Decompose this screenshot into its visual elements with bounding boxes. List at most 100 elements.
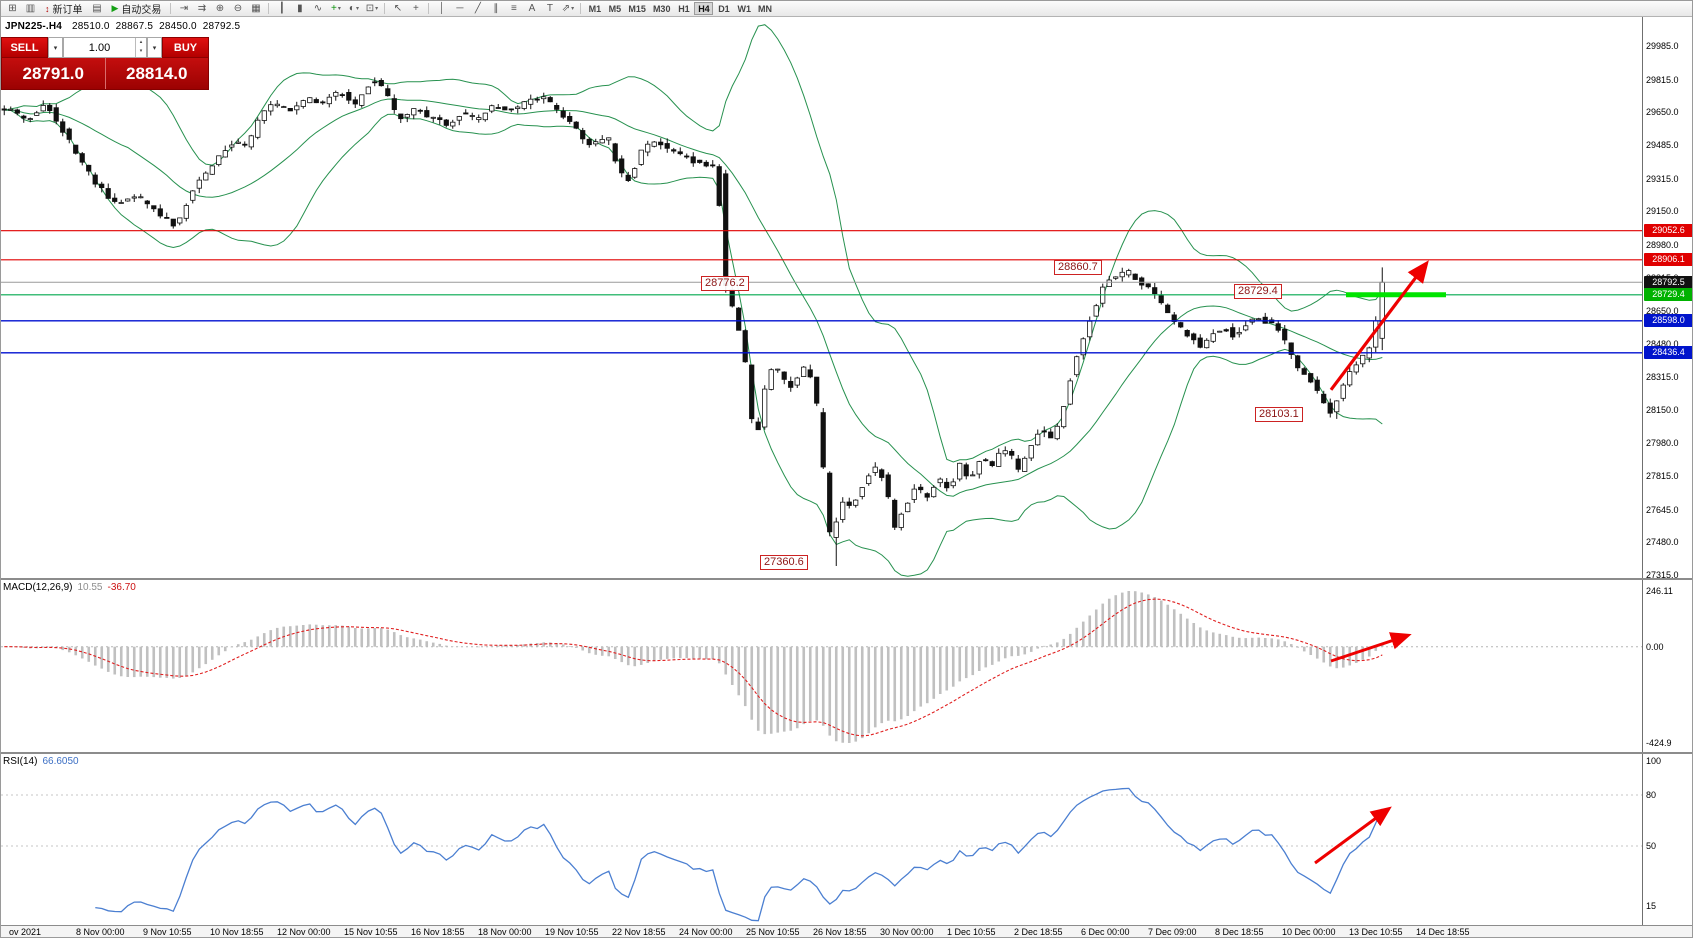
volume-value: 1.00 bbox=[88, 41, 111, 54]
time-axis-label: 18 Nov 00:00 bbox=[478, 927, 532, 937]
price-axis-label: 29485.0 bbox=[1646, 140, 1679, 150]
symbol-ohlc-line: JPN225-.H4 28510.0 28867.5 28450.0 28792.5 bbox=[5, 21, 246, 32]
timeframe-m5[interactable]: M5 bbox=[608, 4, 622, 14]
candlestick-chart-icon[interactable]: ▮ bbox=[297, 2, 303, 14]
volume-stepper[interactable]: ▴ ▾ bbox=[135, 38, 146, 57]
toolbar-separator bbox=[428, 3, 430, 14]
macd-panel-splitter[interactable] bbox=[1, 578, 1692, 580]
profiles-icon[interactable]: ▥ bbox=[25, 2, 36, 14]
sell-options-dropdown[interactable]: ▾ bbox=[48, 37, 63, 58]
price-axis-label: 29985.0 bbox=[1646, 41, 1679, 51]
time-axis[interactable]: ov 2021 8 Nov 00:00 9 Nov 10:55 10 Nov 18:5… bbox=[1, 925, 1692, 937]
cursor-icon[interactable]: ↖ bbox=[393, 2, 403, 14]
price-annotation[interactable]: 27360.6 bbox=[760, 555, 808, 570]
time-axis-label: 10 Dec 00:00 bbox=[1282, 927, 1336, 937]
timeframe-m30[interactable]: M30 bbox=[652, 4, 671, 14]
rsi-axis-label: 80 bbox=[1646, 790, 1657, 800]
timeframe-h1[interactable]: H1 bbox=[678, 4, 690, 14]
text-label-icon[interactable]: T bbox=[546, 2, 553, 14]
zoom-out-icon[interactable]: ⊖ bbox=[233, 2, 243, 14]
chart-objects-overlay: 28776.2 28860.7 28729.4 28103.1 27360.6 bbox=[1, 17, 1642, 579]
indicators-icon[interactable]: + ▾ bbox=[330, 2, 341, 14]
price-axis[interactable]: 29985.0 29815.0 29650.0 29485.0 29315.0 29150… bbox=[1642, 17, 1692, 925]
timeframe-mn[interactable]: MN bbox=[757, 4, 772, 14]
ohlc-low: 28450.0 bbox=[159, 21, 197, 32]
macd-axis-label: 0.00 bbox=[1646, 642, 1664, 652]
price-annotation[interactable]: 28103.1 bbox=[1255, 407, 1303, 422]
buy-button[interactable]: BUY bbox=[162, 37, 209, 58]
bid-price[interactable]: 28791.0 bbox=[2, 58, 106, 89]
ask-price[interactable]: 28814.0 bbox=[126, 63, 188, 83]
timeframe-h4[interactable]: H4 bbox=[694, 2, 714, 15]
toolbar-separator bbox=[384, 3, 386, 14]
templates-icon[interactable]: ⊡ ▾ bbox=[365, 2, 379, 14]
rsi-canvas[interactable] bbox=[1, 753, 1642, 925]
price-annotation[interactable]: 28776.2 bbox=[701, 276, 749, 291]
time-axis-label: 30 Nov 00:00 bbox=[880, 927, 934, 937]
price-axis-label: 27480.0 bbox=[1646, 537, 1679, 547]
tile-windows-icon[interactable]: ▦ bbox=[251, 2, 261, 14]
time-axis-label: 10 Nov 18:55 bbox=[210, 927, 264, 937]
crosshair-icon[interactable]: + bbox=[413, 2, 419, 14]
new-order-button[interactable]: ↕ 新订单 bbox=[45, 3, 83, 17]
time-axis-label: 25 Nov 10:55 bbox=[746, 927, 800, 937]
time-axis-label: 13 Dec 10:55 bbox=[1349, 927, 1403, 937]
autotrading-button[interactable]: ▶ 自动交易 bbox=[111, 3, 162, 16]
auto-scroll-icon[interactable]: ⇉ bbox=[197, 2, 207, 14]
timeframe-w1[interactable]: W1 bbox=[737, 4, 751, 14]
zoom-in-icon[interactable]: ⊕ bbox=[215, 2, 225, 14]
price-chart-canvas[interactable] bbox=[1, 17, 1642, 579]
price-axis-label: 29815.0 bbox=[1646, 75, 1679, 85]
price-axis-label: 28315.0 bbox=[1646, 372, 1679, 382]
price-tag: 28906.1 bbox=[1644, 253, 1692, 266]
time-axis-label: 15 Nov 10:55 bbox=[344, 927, 398, 937]
rsi-label: RSI(14) 66.6050 bbox=[3, 756, 79, 767]
price-axis-label: 28650.0 bbox=[1646, 306, 1679, 316]
new-chart-icon[interactable]: ⊞ bbox=[8, 2, 17, 14]
price-axis-label: 28480.0 bbox=[1646, 339, 1679, 349]
price-axis-label: 27645.0 bbox=[1646, 505, 1679, 515]
buy-options-dropdown[interactable]: ▾ bbox=[147, 37, 162, 58]
horizontal-line-icon[interactable]: ─ bbox=[456, 2, 464, 14]
price-annotation[interactable]: 28860.7 bbox=[1054, 260, 1102, 275]
symbol-name: JPN225-.H4 bbox=[5, 21, 63, 32]
timeframe-m1[interactable]: M1 bbox=[588, 4, 602, 14]
price-tag: 28436.4 bbox=[1644, 346, 1692, 359]
chart-shift-icon[interactable]: ⇥ bbox=[179, 2, 189, 14]
macd-canvas[interactable] bbox=[1, 579, 1642, 753]
rsi-panel-splitter[interactable] bbox=[1, 752, 1692, 754]
price-axis-label: 28150.0 bbox=[1646, 405, 1679, 415]
periods-icon[interactable]: ◐ ▾ bbox=[348, 2, 359, 14]
arrows-tool-icon[interactable]: ⇗ ▾ bbox=[561, 2, 575, 14]
ohlc-high: 28867.5 bbox=[115, 21, 154, 32]
text-icon[interactable]: A bbox=[528, 2, 536, 14]
price-tag: 28598.0 bbox=[1644, 314, 1692, 327]
market-watch-icon[interactable]: ▤ bbox=[92, 2, 102, 14]
one-click-trade-panel: SELL ▾ 1.00 ▴ ▾ ▾ BUY 28791.0 28814.0 bbox=[1, 37, 209, 90]
spin-down-icon[interactable]: ▾ bbox=[139, 48, 143, 54]
volume-input[interactable]: 1.00 ▴ ▾ bbox=[63, 37, 147, 58]
spin-up-icon[interactable]: ▴ bbox=[139, 39, 143, 45]
equidistant-channel-icon[interactable]: ∥ bbox=[493, 2, 499, 14]
rsi-axis-label: 15 bbox=[1646, 901, 1657, 911]
trendline-icon[interactable]: ╱ bbox=[474, 2, 481, 14]
fibonacci-icon[interactable]: ≡ bbox=[511, 2, 517, 14]
timeframe-m15[interactable]: M15 bbox=[628, 4, 646, 14]
line-chart-icon[interactable]: ∿ bbox=[313, 2, 323, 14]
price-annotation[interactable]: 28729.4 bbox=[1234, 284, 1282, 299]
macd-axis-label: -424.9 bbox=[1646, 738, 1672, 748]
vertical-line-icon[interactable]: │ bbox=[438, 2, 446, 14]
time-axis-label: 9 Nov 10:55 bbox=[143, 927, 192, 937]
rsi-value: 66.6050 bbox=[42, 756, 79, 767]
sell-button[interactable]: SELL bbox=[1, 37, 48, 58]
macd-axis-label: 246.11 bbox=[1646, 586, 1673, 596]
time-axis-label: 26 Nov 18:55 bbox=[813, 927, 867, 937]
time-axis-label: 22 Nov 18:55 bbox=[612, 927, 666, 937]
bar-chart-icon[interactable]: ┃ bbox=[278, 2, 285, 14]
timeframe-d1[interactable]: D1 bbox=[718, 4, 730, 14]
time-axis-label: ov 2021 bbox=[9, 927, 42, 937]
time-axis-label: 12 Nov 00:00 bbox=[277, 927, 331, 937]
macd-signal-value: -36.70 bbox=[107, 582, 136, 593]
price-axis-label: 29150.0 bbox=[1646, 206, 1679, 216]
